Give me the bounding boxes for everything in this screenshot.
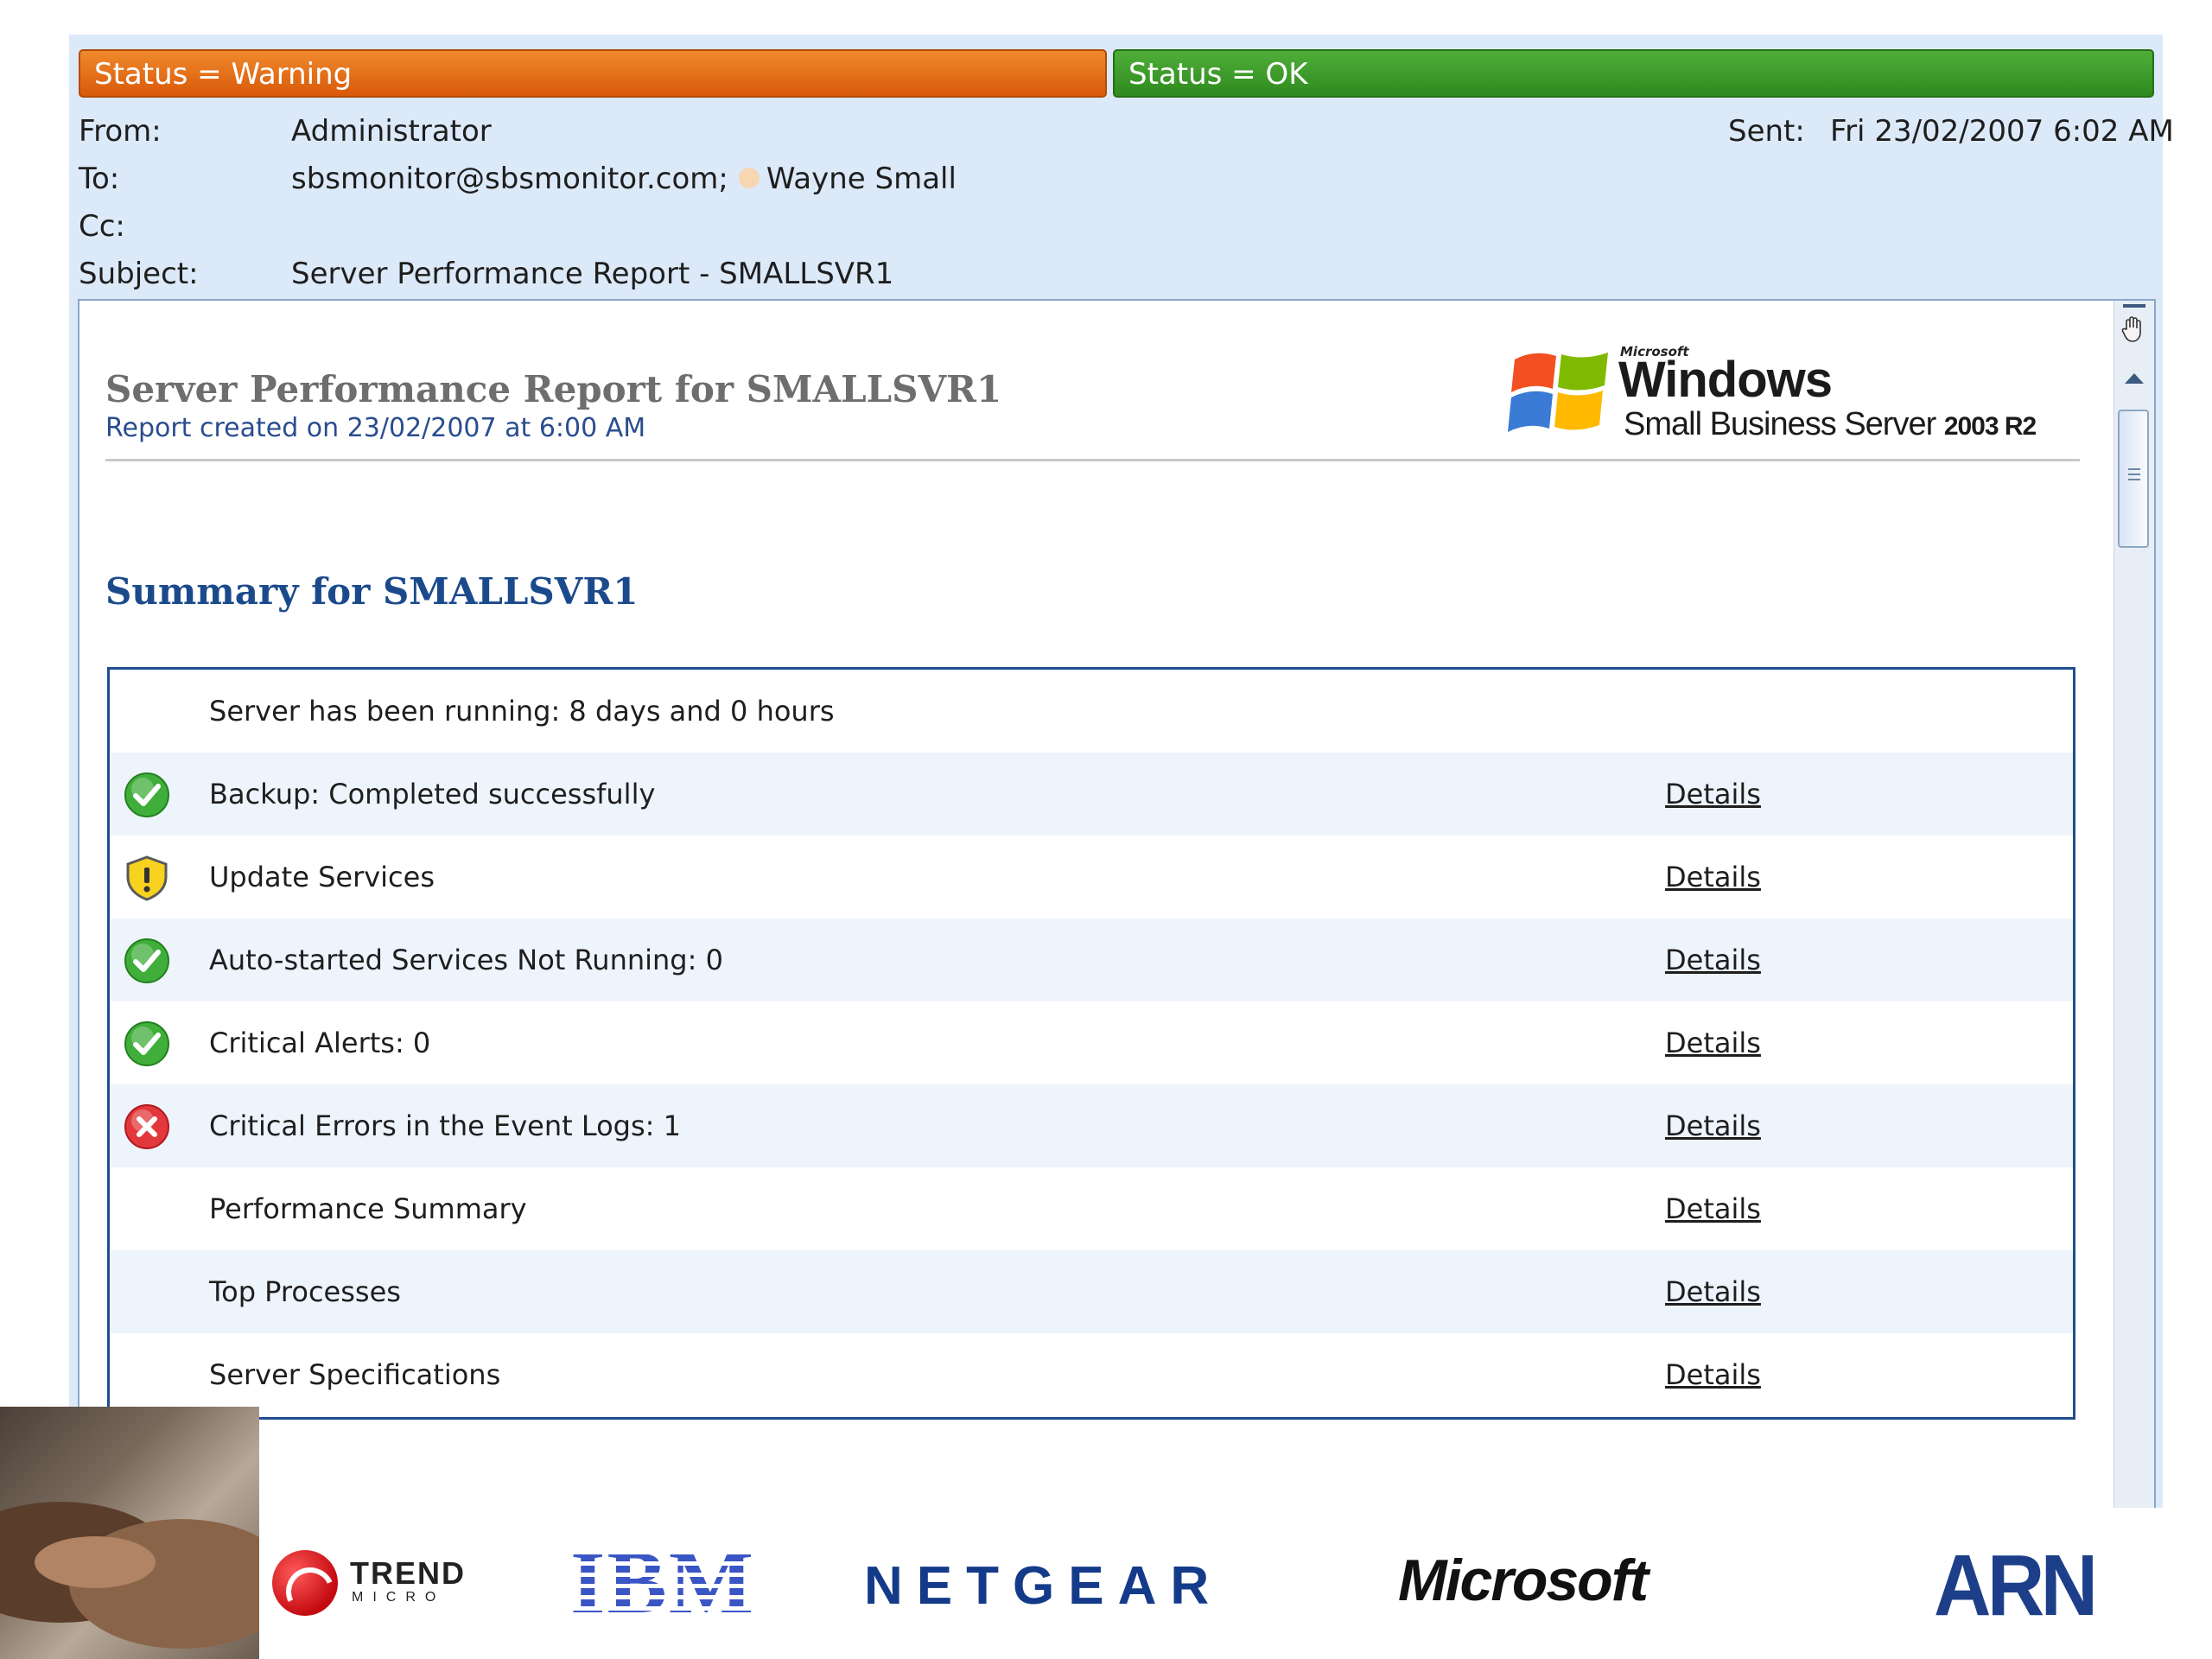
summary-row-text: Server Specifications — [209, 1358, 501, 1391]
vertical-scrollbar[interactable] — [2113, 301, 2154, 1519]
sbs-product-name: Small Business Server 2003 R2 — [1624, 406, 2037, 443]
email-reading-pane: Status = Warning Status = OK From: Admin… — [69, 35, 2174, 1521]
performance-details-link[interactable]: Details — [1665, 1192, 1761, 1225]
warning-shield-icon — [126, 855, 168, 901]
report-title: Server Performance Report for SMALLSVR1 — [105, 368, 1002, 410]
ok-check-icon — [124, 1021, 169, 1066]
report-created-date: Report created on 23/02/2007 at 6:00 AM — [105, 413, 646, 443]
title-divider — [105, 459, 2080, 461]
updates-details-link[interactable]: Details — [1665, 861, 1761, 893]
summary-row-specifications: Server Specifications Details — [110, 1333, 2073, 1416]
from-value[interactable]: Administrator — [291, 114, 492, 149]
sbs-product-label: Small Business Server — [1624, 406, 1936, 442]
summary-row-text: Top Processes — [209, 1275, 401, 1308]
summary-row-text: Backup: Completed successfully — [209, 778, 656, 810]
pan-hand-icon[interactable] — [2119, 315, 2148, 344]
to-contact[interactable]: Wayne Small — [766, 162, 957, 196]
summary-row-alerts: Critical Alerts: 0 Details — [110, 1001, 2073, 1084]
scrollbar-top-marker — [2123, 304, 2145, 308]
summary-row-text: Performance Summary — [209, 1192, 527, 1225]
alerts-details-link[interactable]: Details — [1665, 1027, 1761, 1059]
windows-wordmark: Windows — [1618, 352, 1833, 408]
microsoft-logo: Microsoft — [1398, 1548, 1649, 1613]
trend-micro-sub: MICRO — [352, 1590, 446, 1605]
from-label: From: — [79, 114, 162, 149]
ibm-logo: IBM — [570, 1533, 755, 1632]
thumb-grip-icon — [2128, 479, 2140, 480]
scroll-up-arrow-icon[interactable] — [2125, 373, 2144, 384]
summary-title: Summary for SMALLSVR1 — [105, 570, 639, 613]
cc-label: Cc: — [79, 209, 125, 244]
windows-sbs-logo: Microsoft Windows Small Business Server … — [1508, 337, 2113, 449]
event-logs-details-link[interactable]: Details — [1665, 1109, 1761, 1142]
trend-micro-logo: TREND MICRO — [272, 1547, 464, 1623]
ok-check-icon — [124, 772, 169, 817]
scrollbar-thumb[interactable] — [2118, 410, 2149, 548]
thumb-grip-icon — [2128, 474, 2140, 475]
trend-micro-ball-icon — [272, 1550, 341, 1623]
summary-row-uptime: Server has been running: 8 days and 0 ho… — [110, 670, 2073, 753]
summary-row-performance: Performance Summary Details — [110, 1167, 2073, 1250]
partner-logo-strip — [0, 1508, 2212, 1659]
arn-logo: ARN — [1934, 1537, 2098, 1634]
microsoft-wordmark: Microsoft — [1620, 344, 1689, 359]
services-details-link[interactable]: Details — [1665, 944, 1761, 976]
ok-check-icon — [124, 938, 169, 983]
top-processes-details-link[interactable]: Details — [1665, 1275, 1761, 1308]
summary-row-top-processes: Top Processes Details — [110, 1250, 2073, 1333]
windows-flag-icon — [1508, 353, 1608, 432]
subject-label: Subject: — [79, 257, 199, 291]
summary-table: Server has been running: 8 days and 0 ho… — [107, 667, 2075, 1420]
summary-row-text: Critical Errors in the Event Logs: 1 — [209, 1109, 681, 1142]
message-body[interactable]: Server Performance Report for SMALLSVR1 … — [78, 299, 2156, 1521]
thumb-grip-icon — [2128, 468, 2140, 470]
specifications-details-link[interactable]: Details — [1665, 1358, 1761, 1391]
to-value[interactable]: sbsmonitor@sbsmonitor.com; Wayne Small — [291, 162, 957, 196]
hand-knuckles-icon — [35, 1536, 156, 1588]
handshake-image — [0, 1407, 259, 1659]
to-address[interactable]: sbsmonitor@sbsmonitor.com; — [291, 162, 728, 196]
summary-row-event-logs: Critical Errors in the Event Logs: 1 Det… — [110, 1084, 2073, 1167]
subject-value: Server Performance Report - SMALLSVR1 — [291, 257, 894, 291]
sbs-version: 2003 R2 — [1943, 412, 2037, 441]
summary-row-text: Auto-started Services Not Running: 0 — [209, 944, 723, 976]
status-ok-bar: Status = OK — [1113, 49, 2154, 98]
summary-row-services: Auto-started Services Not Running: 0 Det… — [110, 918, 2073, 1001]
summary-row-text: Server has been running: 8 days and 0 ho… — [209, 695, 835, 728]
trend-micro-word: TREND — [350, 1555, 466, 1591]
summary-row-text: Update Services — [209, 861, 435, 893]
sent-label: Sent: — [1728, 114, 1805, 149]
to-label: To: — [79, 162, 120, 196]
sent-value: Fri 23/02/2007 6:02 AM — [1830, 114, 2174, 149]
summary-row-backup: Backup: Completed successfully Details — [110, 753, 2073, 836]
backup-details-link[interactable]: Details — [1665, 778, 1761, 810]
summary-row-text: Critical Alerts: 0 — [209, 1027, 431, 1059]
netgear-logo: NETGEAR — [864, 1556, 1224, 1616]
status-warning-bar: Status = Warning — [79, 49, 1107, 98]
contact-status-icon — [738, 167, 760, 188]
error-x-icon — [124, 1104, 169, 1149]
summary-row-updates: Update Services Details — [110, 836, 2073, 918]
